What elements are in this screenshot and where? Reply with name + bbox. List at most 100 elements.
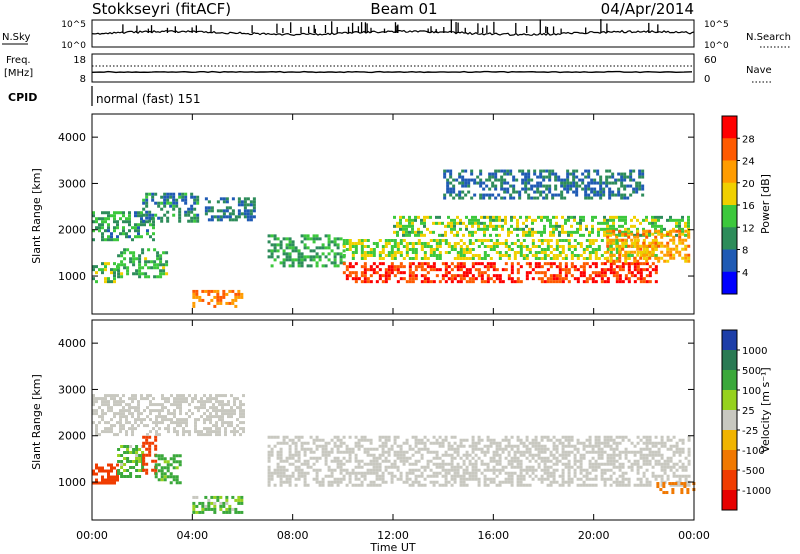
echo-cell [593, 187, 597, 191]
echo-cell [209, 415, 212, 419]
echo-cell [648, 233, 651, 237]
echo-cell [618, 256, 622, 260]
echo-cell [606, 229, 610, 233]
echo-cell [327, 246, 331, 250]
echo-cell [687, 215, 690, 219]
echo-cell [500, 169, 504, 173]
echo-cell [590, 178, 594, 182]
echo-cell [110, 466, 113, 470]
echo-cell [131, 412, 134, 416]
echo-cell [654, 268, 658, 272]
echo-cell [606, 462, 610, 466]
echo-cell [140, 211, 143, 215]
echo-cell [462, 221, 465, 225]
echo-cell [327, 243, 331, 247]
echo-cell [536, 196, 540, 200]
echo-cell [408, 230, 411, 234]
echo-cell [468, 218, 471, 222]
echo-cell [408, 224, 411, 228]
echo-cell [303, 450, 307, 454]
echo-cell [110, 409, 113, 413]
echo-cell [312, 450, 316, 454]
echo-cell [618, 462, 622, 466]
echo-cell [315, 438, 319, 442]
echo-cell [657, 224, 660, 228]
echo-cell [549, 221, 552, 225]
echo-cell [528, 265, 532, 269]
echo-cell [576, 438, 580, 442]
echo-cell [563, 187, 567, 191]
echo-cell [113, 214, 116, 218]
colorbar-tick-label: 1000 [742, 346, 767, 357]
echo-cell [495, 441, 499, 445]
echo-cell [237, 498, 241, 502]
echo-cell [212, 403, 215, 407]
echo-cell [149, 418, 152, 422]
echo-cell [567, 483, 571, 487]
echo-cell [360, 271, 364, 275]
echo-cell [138, 457, 142, 460]
echo-cell [369, 265, 373, 269]
echo-cell [157, 216, 161, 220]
echo-cell [351, 271, 355, 275]
echo-cell [426, 215, 429, 219]
echo-cell [555, 215, 558, 219]
echo-cell [429, 280, 433, 284]
echo-cell [172, 466, 176, 470]
echo-cell [582, 268, 586, 272]
echo-cell [651, 253, 655, 257]
echo-cell [611, 175, 615, 179]
echo-cell [216, 292, 220, 296]
echo-cell [456, 474, 460, 478]
echo-cell [449, 175, 453, 179]
echo-cell [459, 274, 463, 278]
echo-cell [120, 463, 124, 466]
echo-cell [351, 483, 355, 487]
echo-cell [534, 271, 538, 275]
echo-cell [549, 438, 553, 442]
echo-cell [462, 254, 466, 257]
echo-cell [315, 255, 319, 259]
echo-cell [231, 495, 235, 499]
echo-cell [585, 450, 589, 454]
echo-cell [147, 248, 151, 252]
echo-cell [635, 184, 639, 188]
echo-cell [636, 247, 640, 251]
echo-cell [632, 187, 636, 191]
echo-cell [614, 193, 618, 197]
echo-cell [537, 230, 540, 234]
echo-cell [420, 218, 423, 222]
echo-cell [666, 438, 670, 442]
echo-cell [210, 289, 214, 293]
echo-cell [300, 234, 304, 238]
echo-cell [656, 482, 660, 486]
echo-cell [663, 259, 667, 263]
echo-cell [684, 233, 687, 237]
echo-cell [444, 239, 448, 242]
echo-cell [633, 453, 637, 457]
echo-cell [363, 277, 367, 281]
echo-cell [609, 459, 613, 463]
echo-cell [642, 229, 646, 233]
echo-cell [468, 239, 472, 242]
echo-cell [471, 242, 475, 245]
echo-cell [173, 430, 176, 434]
echo-cell [390, 471, 394, 475]
echo-cell [339, 255, 343, 259]
echo-cell [160, 207, 164, 211]
echo-cell [117, 254, 121, 258]
echo-cell [624, 238, 628, 242]
echo-cell [357, 462, 361, 466]
echo-cell [558, 233, 561, 237]
echo-cell [669, 215, 672, 219]
echo-cell [627, 459, 631, 463]
echo-cell [190, 192, 194, 196]
echo-cell [630, 238, 634, 242]
echo-cell [172, 460, 176, 464]
echo-cell [163, 213, 167, 217]
echo-cell [236, 406, 239, 410]
echo-cell [660, 241, 664, 245]
echo-cell [486, 477, 490, 481]
echo-cell [507, 462, 511, 466]
echo-cell [609, 215, 612, 219]
